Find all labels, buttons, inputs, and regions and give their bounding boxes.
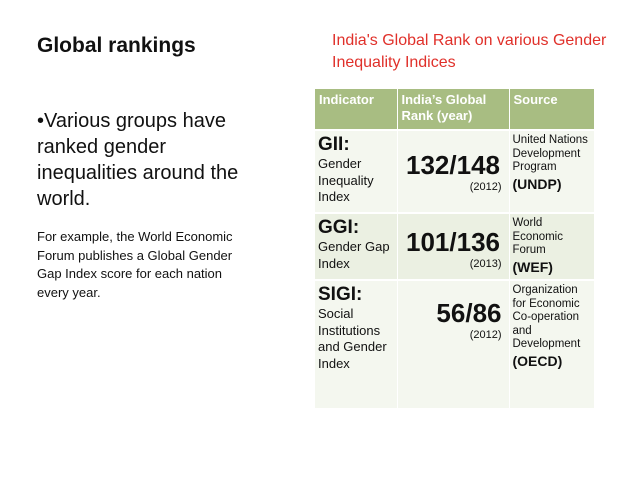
table-header-row: Indicator India’s Global Rank (year) Sou…: [315, 89, 595, 130]
indicator-name: Gender Gap Index: [318, 239, 390, 271]
indicator-abbr: GII:: [318, 134, 350, 155]
rank-value: 132/148: [406, 150, 500, 180]
source-abbr: (WEF): [512, 258, 553, 275]
example-text: For example, the World Economic Forum pu…: [37, 229, 233, 300]
rank-year: (2012): [469, 181, 502, 193]
rank-year: (2013): [469, 258, 502, 270]
indicator-name: Gender Inequality Index: [318, 156, 374, 204]
indicator-cell: GGI: Gender Gap Index: [315, 212, 398, 280]
source-name: United Nations Development Program: [512, 134, 588, 173]
source-cell: United Nations Development Program (UNDP…: [509, 129, 595, 213]
source-abbr: (UNDP): [512, 175, 562, 192]
source-name: Organization for Economic Co-operation a…: [512, 284, 581, 350]
indicator-abbr: SIGI:: [318, 284, 363, 305]
table-row: GII: Gender Inequality Index 132/148 (20…: [315, 129, 595, 213]
indicator-name: Social Institutions and Gender Index: [318, 306, 387, 371]
indicator-cell: GII: Gender Inequality Index: [315, 129, 398, 213]
slide-title: Global rankings: [37, 34, 196, 57]
rank-value: 101/136: [406, 227, 500, 257]
rank-value: 56/86: [436, 298, 502, 328]
source-cell: Organization for Economic Co-operation a…: [509, 279, 595, 408]
table-row: SIGI: Social Institutions and Gender Ind…: [315, 279, 595, 408]
source-abbr: (OECD): [512, 352, 563, 369]
figure-title: India's Global Rank on various Gender In…: [332, 32, 607, 71]
rank-cell: 56/86 (2012): [397, 279, 510, 408]
rank-cell: 132/148 (2012): [397, 129, 510, 213]
indicator-cell: SIGI: Social Institutions and Gender Ind…: [315, 279, 398, 408]
rankings-table: Indicator India’s Global Rank (year) Sou…: [315, 89, 595, 408]
rank-year: (2012): [469, 329, 502, 341]
source-name: World Economic Forum: [512, 217, 564, 256]
bullet-text: •Various groups have ranked gender inequ…: [37, 110, 239, 210]
table-row: GGI: Gender Gap Index 101/136 (2013) Wor…: [315, 212, 595, 280]
header-rank: India’s Global Rank (year): [397, 89, 510, 130]
rank-cell: 101/136 (2013): [397, 212, 510, 280]
header-source: Source: [509, 89, 595, 130]
indicator-abbr: GGI:: [318, 217, 360, 238]
source-cell: World Economic Forum (WEF): [509, 212, 595, 280]
header-indicator: Indicator: [315, 89, 398, 130]
